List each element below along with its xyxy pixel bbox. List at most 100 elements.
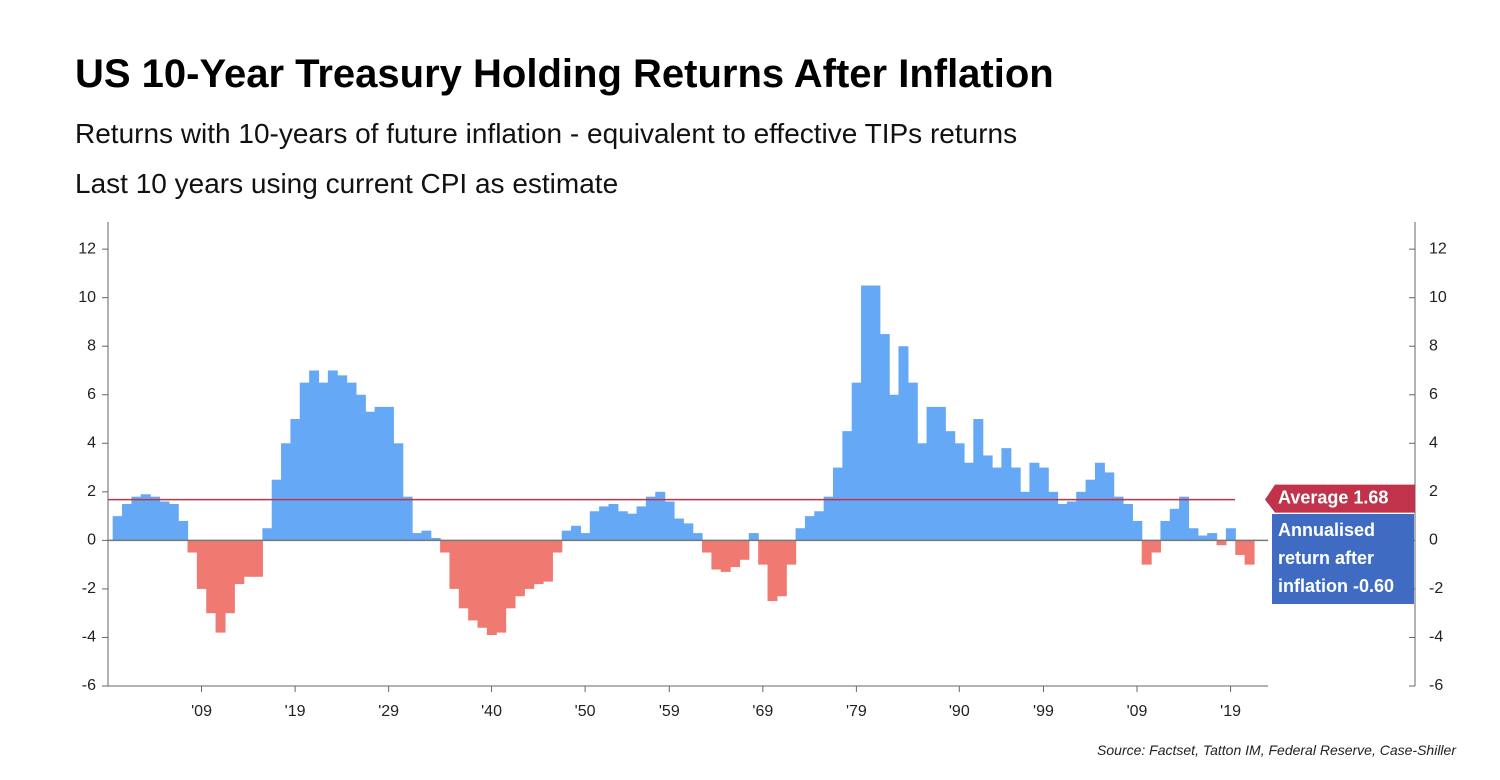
area-bar bbox=[168, 503, 179, 541]
area-bar bbox=[1020, 491, 1031, 541]
area-bar bbox=[355, 394, 366, 541]
area-bar bbox=[1160, 520, 1171, 541]
area-bar bbox=[1188, 528, 1199, 541]
y2-tick-label: 6 bbox=[1429, 386, 1438, 403]
area-bar bbox=[842, 431, 853, 541]
area-bar bbox=[1029, 462, 1040, 541]
area-bar bbox=[309, 370, 320, 541]
area-bar bbox=[449, 540, 460, 589]
area-bar bbox=[505, 540, 516, 609]
area-bar bbox=[608, 503, 619, 541]
area-bar bbox=[383, 406, 394, 541]
area-bar bbox=[486, 540, 497, 636]
area-bar bbox=[870, 285, 881, 541]
area-bar bbox=[458, 540, 469, 609]
area-bar bbox=[262, 528, 273, 541]
area-bar bbox=[365, 411, 376, 541]
area-bar bbox=[1216, 540, 1227, 546]
subtitle: Returns with 10-years of future inflatio… bbox=[75, 118, 1018, 149]
area-bar bbox=[599, 506, 610, 541]
y-tick-label: 6 bbox=[87, 386, 96, 403]
chart-title: US 10-Year Treasury Holding Returns Afte… bbox=[75, 52, 1054, 96]
area-bar bbox=[159, 501, 170, 541]
area-bar bbox=[954, 443, 965, 541]
area-bar bbox=[271, 479, 282, 541]
area-bar bbox=[982, 455, 993, 541]
x-tick-label: '59 bbox=[659, 703, 680, 720]
area-bar bbox=[1038, 467, 1049, 541]
area-bar bbox=[655, 491, 666, 541]
area-bar bbox=[421, 530, 432, 541]
area-bar bbox=[730, 540, 741, 568]
area-bar bbox=[150, 496, 161, 541]
x-tick-label: '99 bbox=[1033, 703, 1054, 720]
y2-tick-label: 10 bbox=[1429, 289, 1447, 306]
area-bar bbox=[318, 382, 329, 541]
area-bar bbox=[636, 506, 647, 541]
area-bar bbox=[337, 375, 348, 541]
area-bar bbox=[140, 494, 151, 541]
area-bar bbox=[290, 419, 301, 541]
area-bar bbox=[1123, 503, 1133, 541]
area-bar bbox=[1169, 508, 1180, 541]
y2-tick-label: 0 bbox=[1429, 532, 1438, 549]
area-bar bbox=[393, 443, 404, 541]
area-bar bbox=[1094, 462, 1105, 541]
area-bar bbox=[402, 496, 413, 541]
area-bar bbox=[833, 467, 843, 541]
area-bar bbox=[879, 334, 890, 541]
area-bar bbox=[552, 540, 563, 553]
area-bar bbox=[935, 406, 946, 541]
y-tick-label: 10 bbox=[78, 289, 96, 306]
area-bar bbox=[963, 462, 974, 541]
area-bar bbox=[468, 540, 479, 621]
area-bar bbox=[917, 443, 928, 541]
area-bar bbox=[178, 520, 189, 541]
area-bar bbox=[1225, 528, 1236, 541]
area-bar bbox=[1066, 501, 1077, 541]
area-bar bbox=[561, 530, 572, 541]
y2-tick-label: 2 bbox=[1429, 483, 1438, 500]
area-bar bbox=[823, 496, 834, 541]
average-label: Average 1.68 bbox=[1278, 487, 1388, 507]
area-bar bbox=[945, 431, 956, 541]
area-bar bbox=[1151, 540, 1162, 553]
area-bar bbox=[1057, 503, 1068, 541]
x-tick-label: '19 bbox=[285, 703, 306, 720]
y2-tick-label: 8 bbox=[1429, 337, 1438, 354]
area-bar bbox=[627, 513, 638, 541]
area-bar bbox=[1010, 467, 1021, 541]
area-bar bbox=[412, 533, 422, 541]
area-bar bbox=[992, 467, 1002, 541]
area-bar bbox=[1179, 496, 1190, 541]
average-flag bbox=[1265, 484, 1415, 513]
area-bar bbox=[683, 523, 694, 541]
area-bar bbox=[1141, 540, 1152, 565]
area-bar bbox=[861, 285, 872, 541]
x-tick-label: '69 bbox=[752, 703, 773, 720]
area-bar bbox=[645, 496, 656, 541]
subtitle: Last 10 years using current CPI as estim… bbox=[75, 168, 619, 199]
area-bar bbox=[767, 540, 778, 602]
y-tick-label: -6 bbox=[82, 677, 96, 694]
area-bar bbox=[795, 528, 806, 541]
annualised-label: Annualised return after inflation -0.60 bbox=[1272, 514, 1414, 604]
area-bar bbox=[374, 406, 385, 541]
area-bar bbox=[1048, 491, 1059, 541]
area-bar bbox=[711, 540, 722, 570]
area-bar bbox=[440, 540, 451, 553]
y-tick-label: -2 bbox=[82, 580, 96, 597]
area-bar bbox=[1197, 535, 1208, 541]
area-bar bbox=[776, 540, 787, 597]
area-bar bbox=[889, 394, 900, 541]
area-bar bbox=[1132, 520, 1143, 541]
area-bar bbox=[196, 540, 207, 589]
y2-tick-label: -4 bbox=[1429, 629, 1443, 646]
area-bar bbox=[346, 382, 357, 541]
area-bar bbox=[496, 540, 507, 633]
x-tick-label: '09 bbox=[1127, 703, 1148, 720]
area-bar bbox=[122, 503, 132, 541]
area-bar bbox=[1104, 472, 1115, 541]
